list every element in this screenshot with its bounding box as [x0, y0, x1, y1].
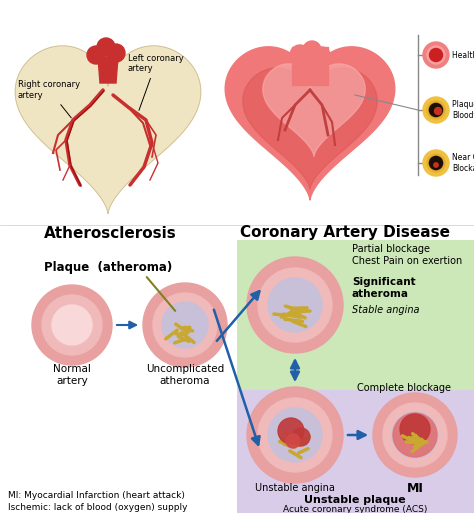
- Text: Stable angina: Stable angina: [352, 305, 419, 315]
- Circle shape: [434, 163, 438, 167]
- Circle shape: [258, 268, 332, 342]
- Wedge shape: [164, 325, 206, 346]
- Circle shape: [392, 412, 438, 458]
- Circle shape: [429, 156, 443, 170]
- Circle shape: [268, 278, 322, 332]
- Circle shape: [429, 103, 443, 117]
- Circle shape: [427, 46, 445, 64]
- Bar: [292, 47, 328, 85]
- Circle shape: [427, 101, 445, 119]
- Text: Partial blockage
Chest Pain on exertion: Partial blockage Chest Pain on exertion: [352, 244, 462, 266]
- Circle shape: [423, 150, 449, 176]
- Text: Unstable plaque: Unstable plaque: [304, 495, 406, 505]
- Circle shape: [427, 154, 445, 172]
- Polygon shape: [225, 47, 395, 200]
- Circle shape: [32, 285, 112, 365]
- Circle shape: [423, 97, 449, 123]
- Circle shape: [143, 283, 227, 367]
- Polygon shape: [222, 45, 398, 204]
- Circle shape: [87, 46, 105, 64]
- Circle shape: [278, 418, 304, 444]
- Polygon shape: [15, 46, 201, 213]
- Polygon shape: [263, 64, 365, 156]
- Circle shape: [429, 156, 443, 169]
- Text: Right coronary
artery: Right coronary artery: [18, 81, 80, 118]
- Polygon shape: [98, 57, 118, 83]
- Circle shape: [52, 305, 92, 345]
- Wedge shape: [270, 305, 320, 330]
- Text: Uncomplicated
atheroma: Uncomplicated atheroma: [146, 364, 224, 386]
- Text: MI: Myocardial Infarction (heart attack): MI: Myocardial Infarction (heart attack): [8, 491, 185, 501]
- Circle shape: [97, 38, 115, 56]
- Circle shape: [429, 49, 443, 62]
- Bar: [237, 240, 474, 390]
- Text: Significant
atheroma: Significant atheroma: [352, 277, 416, 299]
- Circle shape: [153, 293, 217, 357]
- Wedge shape: [394, 435, 436, 457]
- Text: MI: MI: [407, 482, 423, 495]
- Text: Atherosclerosis: Atherosclerosis: [44, 226, 176, 241]
- Circle shape: [290, 45, 310, 65]
- Text: Unstable angina: Unstable angina: [255, 483, 335, 493]
- Text: Coronary Artery Disease: Coronary Artery Disease: [240, 226, 450, 241]
- Circle shape: [373, 393, 457, 477]
- Text: Plaque Obstructs
Bloodflow: Plaque Obstructs Bloodflow: [452, 101, 474, 120]
- Circle shape: [107, 44, 125, 62]
- Text: Ischemic: lack of blood (oxygen) supply: Ischemic: lack of blood (oxygen) supply: [8, 503, 188, 512]
- Text: Normal
artery: Normal artery: [53, 364, 91, 386]
- Circle shape: [247, 257, 343, 353]
- Circle shape: [383, 403, 447, 467]
- Circle shape: [435, 108, 441, 114]
- Circle shape: [162, 302, 208, 348]
- Text: Acute coronary syndrome (ACS): Acute coronary syndrome (ACS): [283, 505, 427, 513]
- Text: Left coronary
artery: Left coronary artery: [128, 53, 184, 110]
- Text: Plaque  (atheroma): Plaque (atheroma): [44, 262, 172, 274]
- Circle shape: [314, 47, 330, 63]
- Circle shape: [429, 104, 443, 116]
- Circle shape: [42, 295, 102, 355]
- Polygon shape: [243, 68, 377, 189]
- Bar: [237, 390, 474, 513]
- Circle shape: [268, 408, 322, 462]
- Text: Complete blockage: Complete blockage: [357, 383, 451, 393]
- Text: Near Complete
Blockage: Near Complete Blockage: [452, 153, 474, 173]
- Circle shape: [400, 414, 430, 444]
- Circle shape: [286, 434, 300, 448]
- Circle shape: [292, 428, 310, 446]
- Circle shape: [258, 398, 332, 472]
- Circle shape: [393, 413, 437, 457]
- Circle shape: [423, 42, 449, 68]
- Circle shape: [247, 387, 343, 483]
- Wedge shape: [270, 435, 320, 460]
- Text: Healthy Artery: Healthy Artery: [452, 50, 474, 60]
- Circle shape: [303, 41, 321, 59]
